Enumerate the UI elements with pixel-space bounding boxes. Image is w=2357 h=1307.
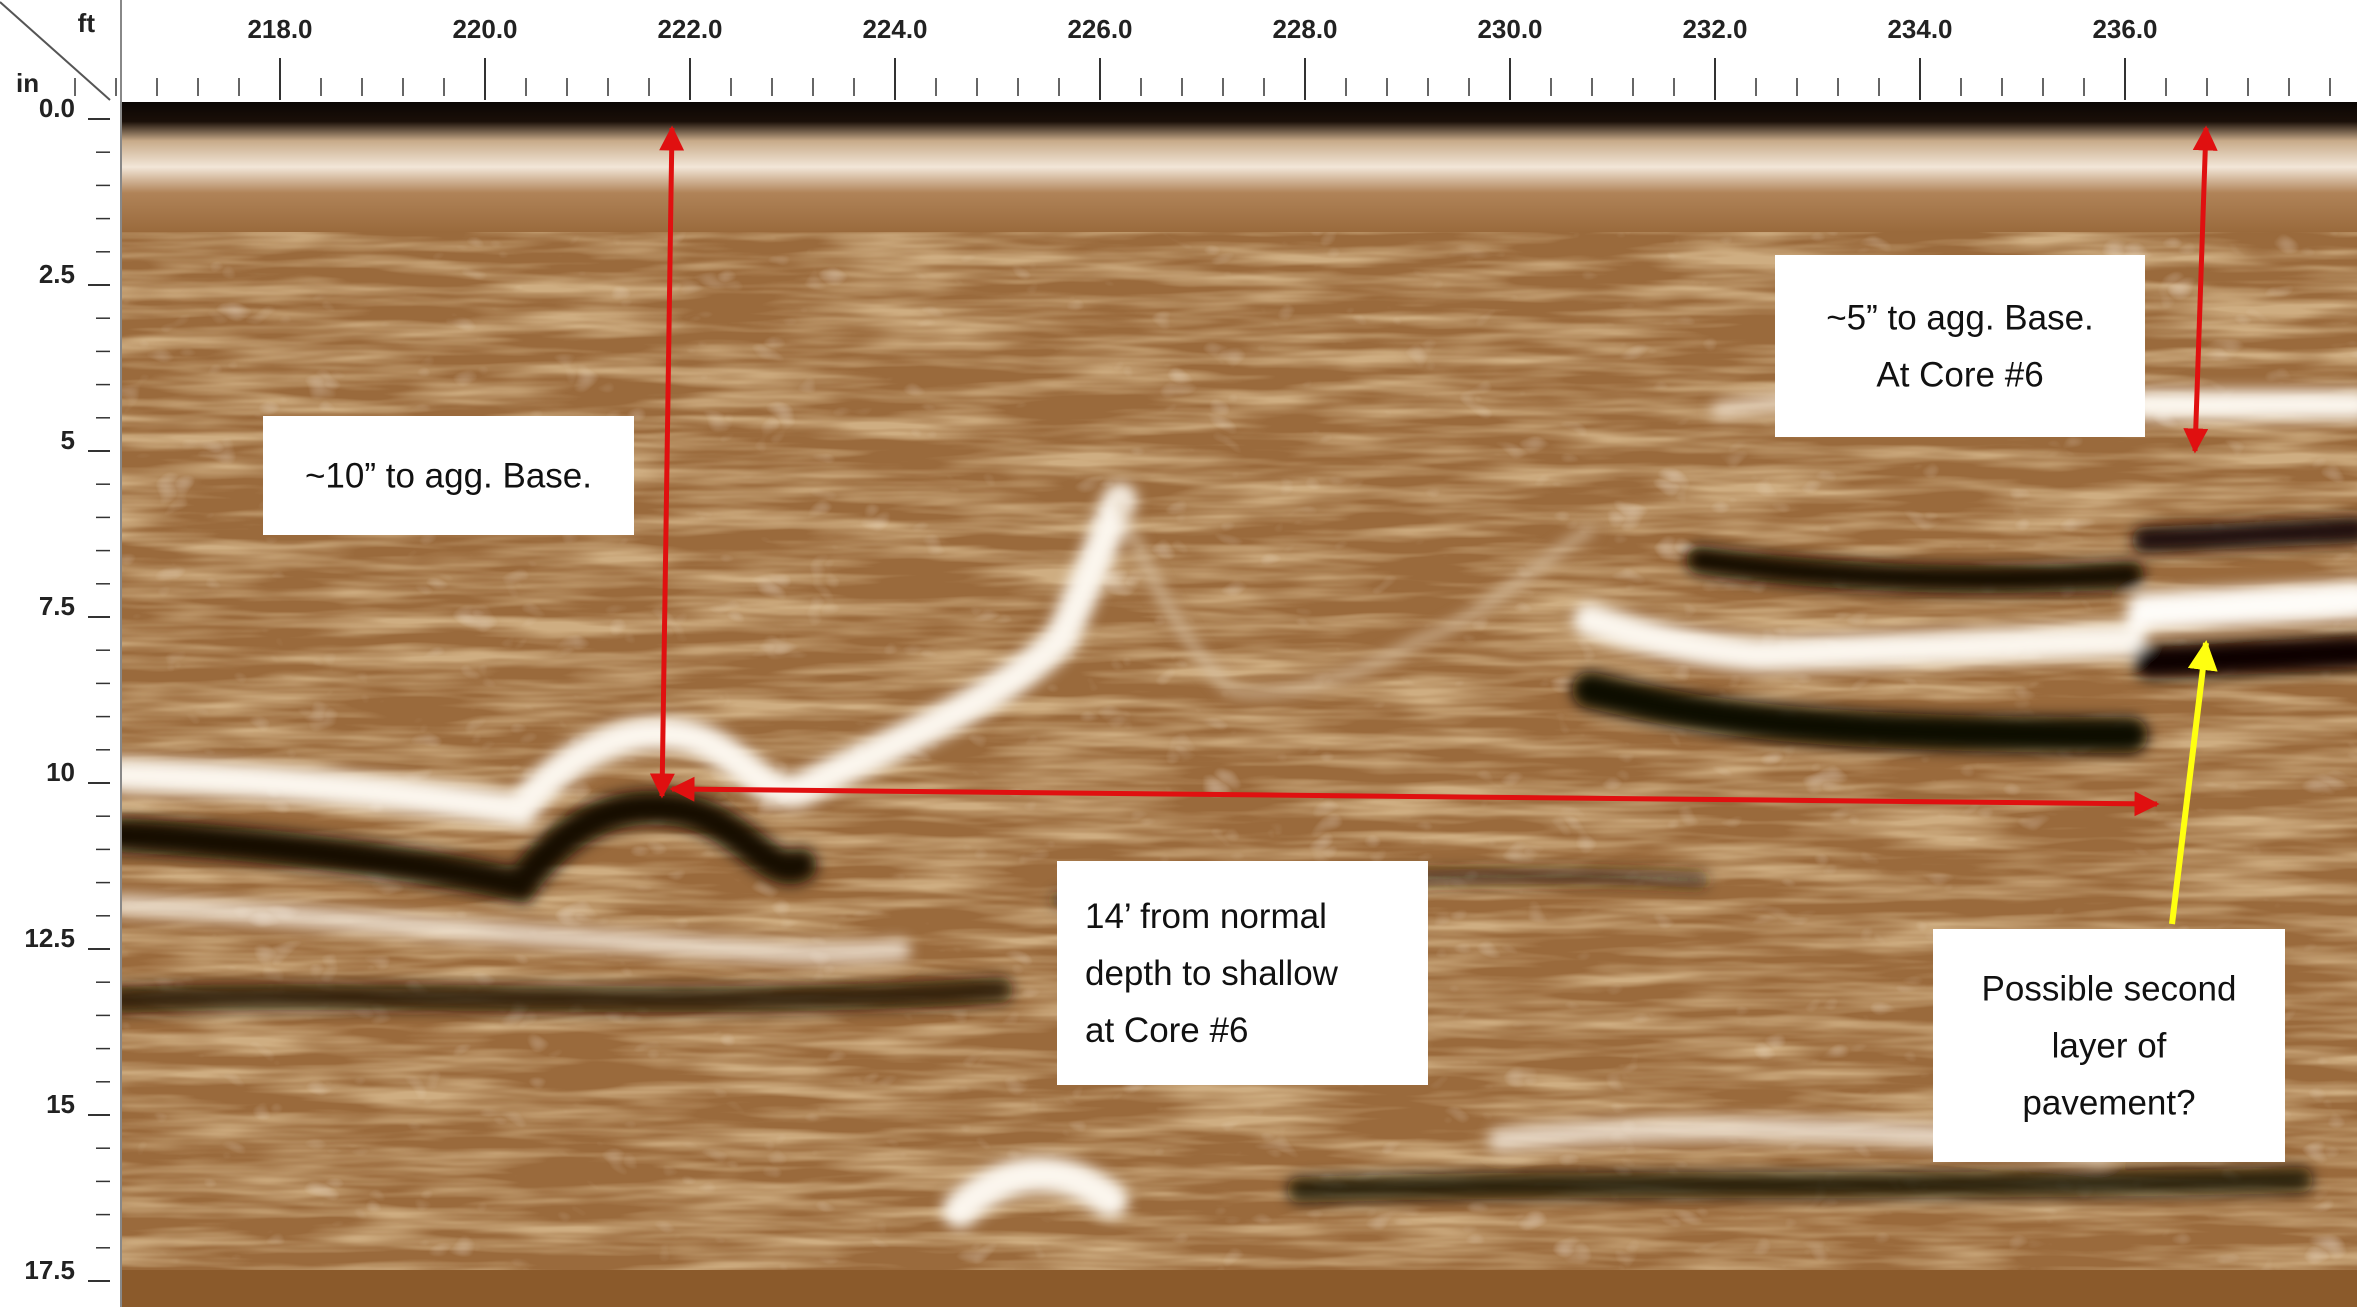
- annotation-text: at Core #6: [1085, 1011, 1248, 1050]
- annotation: ~5” to agg. Base. At Core #6: [1775, 255, 2145, 437]
- x-tick-label: 220.0: [452, 14, 517, 44]
- annotation-text: layer of: [2052, 1027, 2167, 1066]
- y-tick-label: 5: [61, 425, 75, 455]
- x-tick-label: 222.0: [657, 14, 722, 44]
- x-tick-label: 224.0: [862, 14, 927, 44]
- y-tick-label: 10: [46, 757, 75, 787]
- x-tick-label: 232.0: [1682, 14, 1747, 44]
- annotation-text: 14’ from normal: [1085, 897, 1327, 936]
- x-tick-label: 236.0: [2092, 14, 2157, 44]
- y-tick-label: 12.5: [24, 923, 75, 953]
- x-tick-label: 230.0: [1477, 14, 1542, 44]
- annotation-text: ~10” to agg. Base.: [305, 457, 592, 496]
- y-unit: in: [16, 68, 39, 98]
- annotation-text: Possible second: [1982, 970, 2237, 1009]
- annotation: ~10” to agg. Base.: [263, 416, 634, 535]
- y-tick-label: 2.5: [39, 259, 75, 289]
- x-tick-label: 218.0: [247, 14, 312, 44]
- top-ruler: [0, 0, 2357, 102]
- annotation-text: pavement?: [2022, 1084, 2195, 1123]
- y-tick-label: 7.5: [39, 591, 75, 621]
- annotation-text: depth to shallow: [1085, 954, 1339, 993]
- annotation-box: [1775, 255, 2145, 437]
- annotation-text: At Core #6: [1876, 356, 2043, 395]
- annotation: Possible second layer of pavement?: [1933, 929, 2285, 1162]
- y-tick-label: 17.5: [24, 1255, 75, 1285]
- annotation: 14’ from normal depth to shallow at Core #…: [1057, 861, 1428, 1085]
- y-tick-label: 0.0: [39, 93, 75, 123]
- x-tick-label: 226.0: [1067, 14, 1132, 44]
- annotation-text: ~5” to agg. Base.: [1826, 299, 2094, 338]
- x-unit: ft: [78, 8, 96, 38]
- x-tick-label: 234.0: [1887, 14, 1952, 44]
- page: ft in 218.0 220.0 222.0 224.0 226.0 228.0 230.…: [0, 0, 2357, 1307]
- x-tick-label: 228.0: [1272, 14, 1337, 44]
- y-tick-label: 15: [46, 1089, 75, 1119]
- radargram-view: ft in 218.0 220.0 222.0 224.0 226.0 228.0 230.…: [0, 0, 2357, 1307]
